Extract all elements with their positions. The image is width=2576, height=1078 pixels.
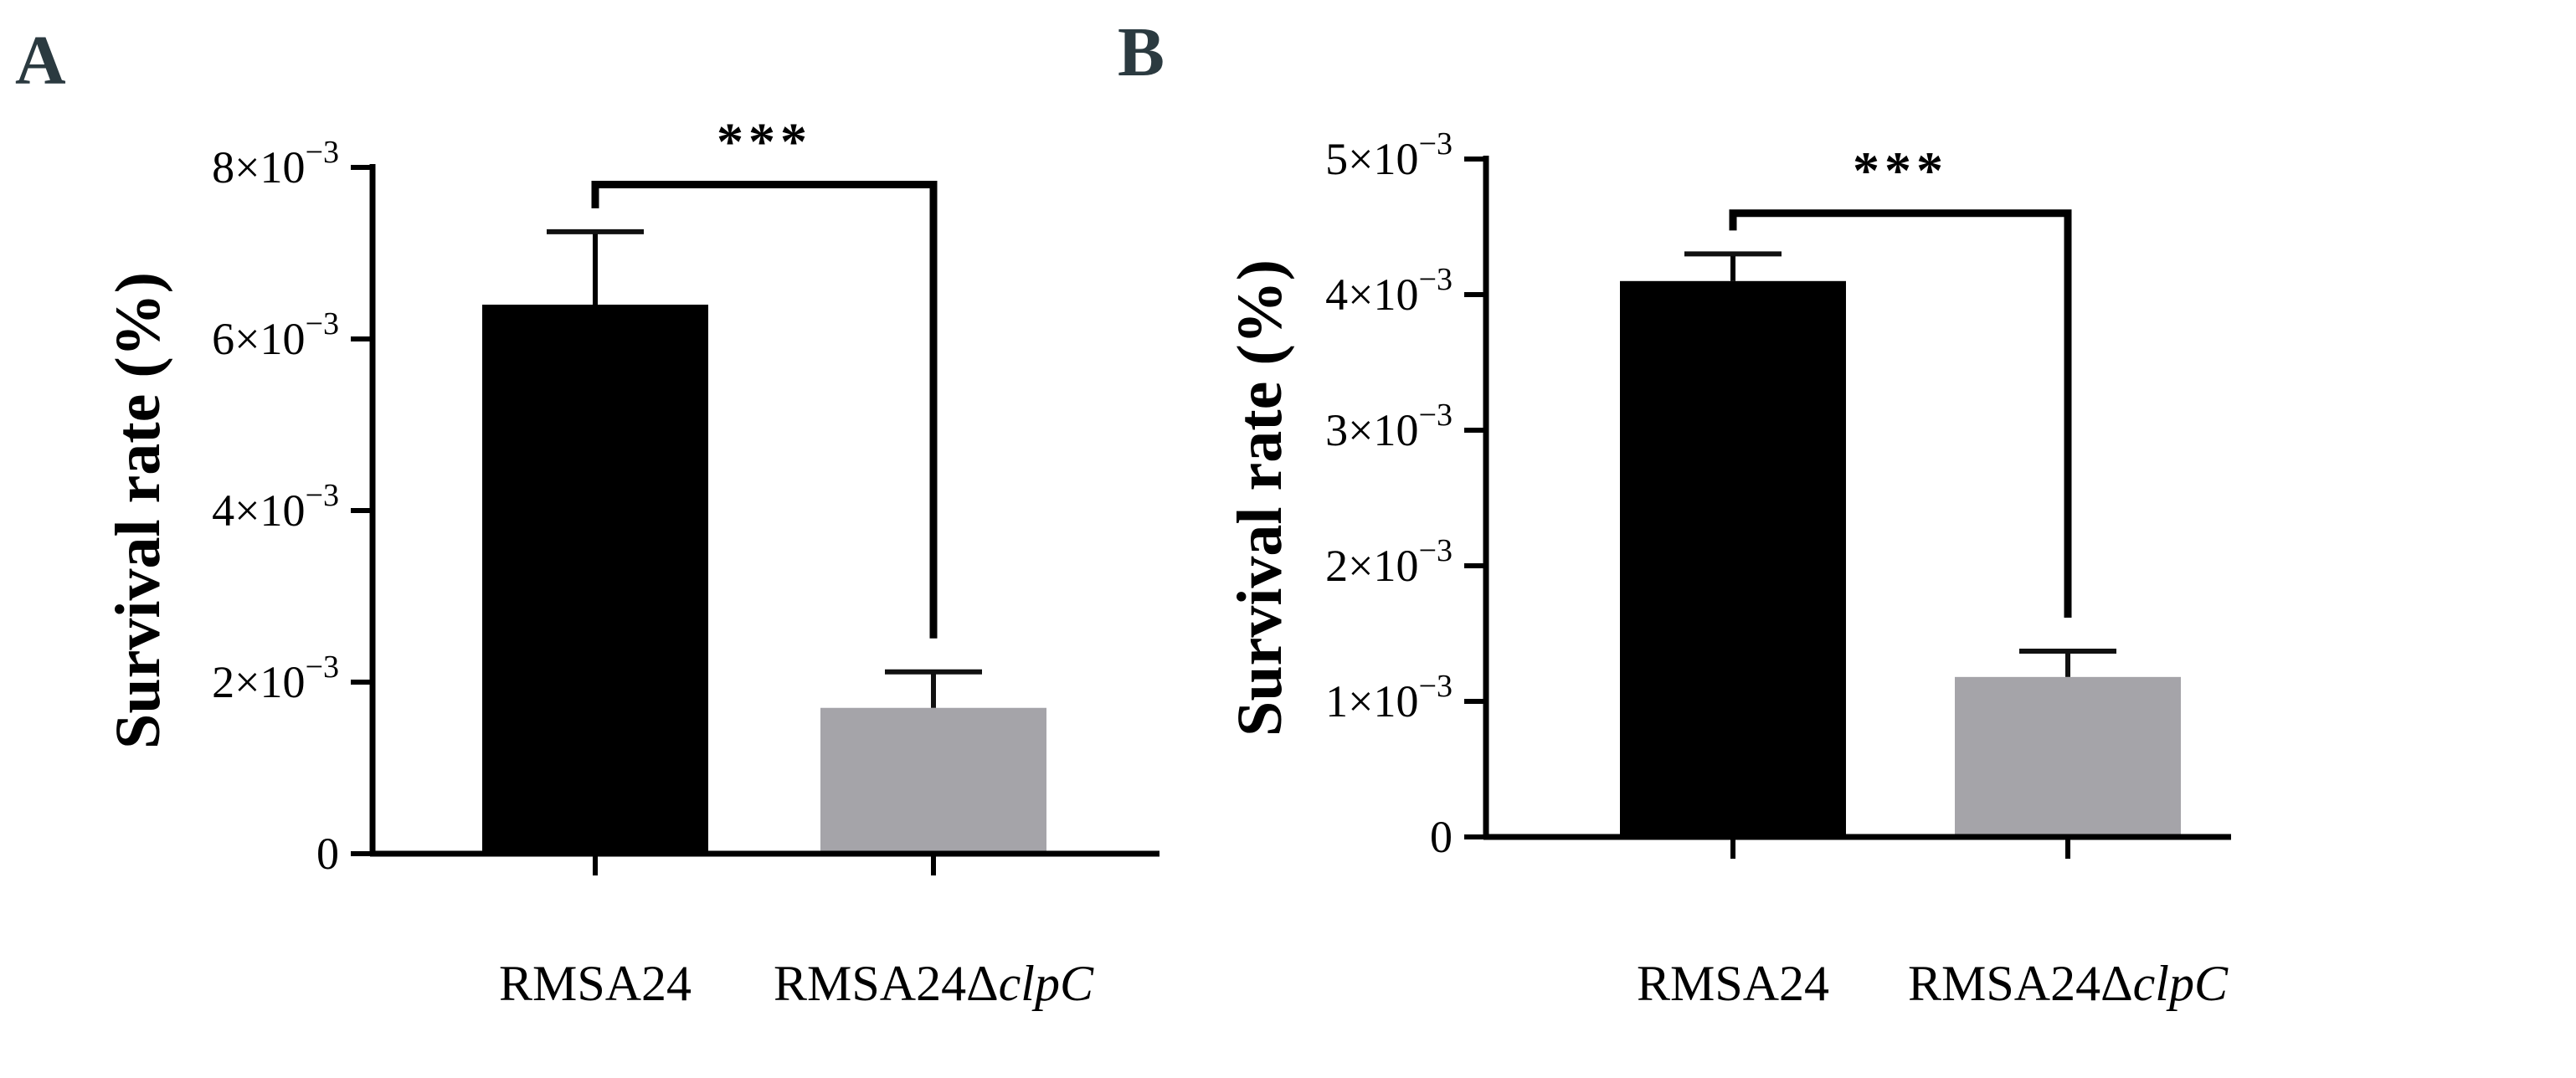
bar-1 — [1620, 280, 1846, 837]
y-tick-label: 8×10−3 — [212, 135, 339, 192]
panel-letter: B — [1118, 13, 1165, 91]
panel-b: B 0 1×10−3 2×10−3 3×10−3 4×10−3 5×10−3 RMSA24 RM… — [1118, 13, 2231, 1011]
panel-letter: A — [15, 22, 66, 100]
significance-bracket — [591, 181, 938, 639]
category-label: RMSA24 — [499, 956, 692, 1011]
y-tick-label: 6×10−3 — [212, 306, 339, 364]
y-tick-label: 2×10−3 — [1325, 533, 1453, 591]
error-bar-2 — [2019, 649, 2116, 677]
category-label: RMSA24ΔclpC — [774, 956, 1094, 1011]
y-tick-label: 1×10−3 — [1325, 669, 1453, 726]
error-bar-2 — [885, 669, 982, 708]
y-tick-label: 4×10−3 — [1325, 262, 1453, 320]
error-bar-1 — [1684, 251, 1782, 281]
y-axis-label: Survival rate (%) — [103, 272, 173, 749]
bar-1 — [482, 305, 708, 854]
significance-label: *** — [717, 112, 812, 172]
y-tick-label: 0 — [316, 829, 339, 879]
bar-2 — [1955, 676, 2181, 837]
error-bar-1 — [547, 228, 644, 305]
category-label: RMSA24ΔclpC — [1908, 956, 2229, 1011]
significance-bracket — [1729, 209, 2072, 619]
y-tick-label: 0 — [1430, 812, 1453, 862]
y-axis-label: Survival rate (%) — [1225, 259, 1295, 737]
y-tick-label: 2×10−3 — [212, 649, 339, 707]
bar-2 — [820, 707, 1046, 854]
y-tick-label: 4×10−3 — [212, 478, 339, 536]
y-tick-label: 5×10−3 — [1325, 126, 1453, 184]
significance-label: *** — [1853, 141, 1948, 200]
y-tick-label: 3×10−3 — [1325, 398, 1453, 455]
category-label: RMSA24 — [1637, 956, 1829, 1011]
panel-a: A 0 2×10−3 4×10−3 6×10−3 8×10−3 RMSA24 RMSA24Δc… — [15, 22, 1159, 1011]
